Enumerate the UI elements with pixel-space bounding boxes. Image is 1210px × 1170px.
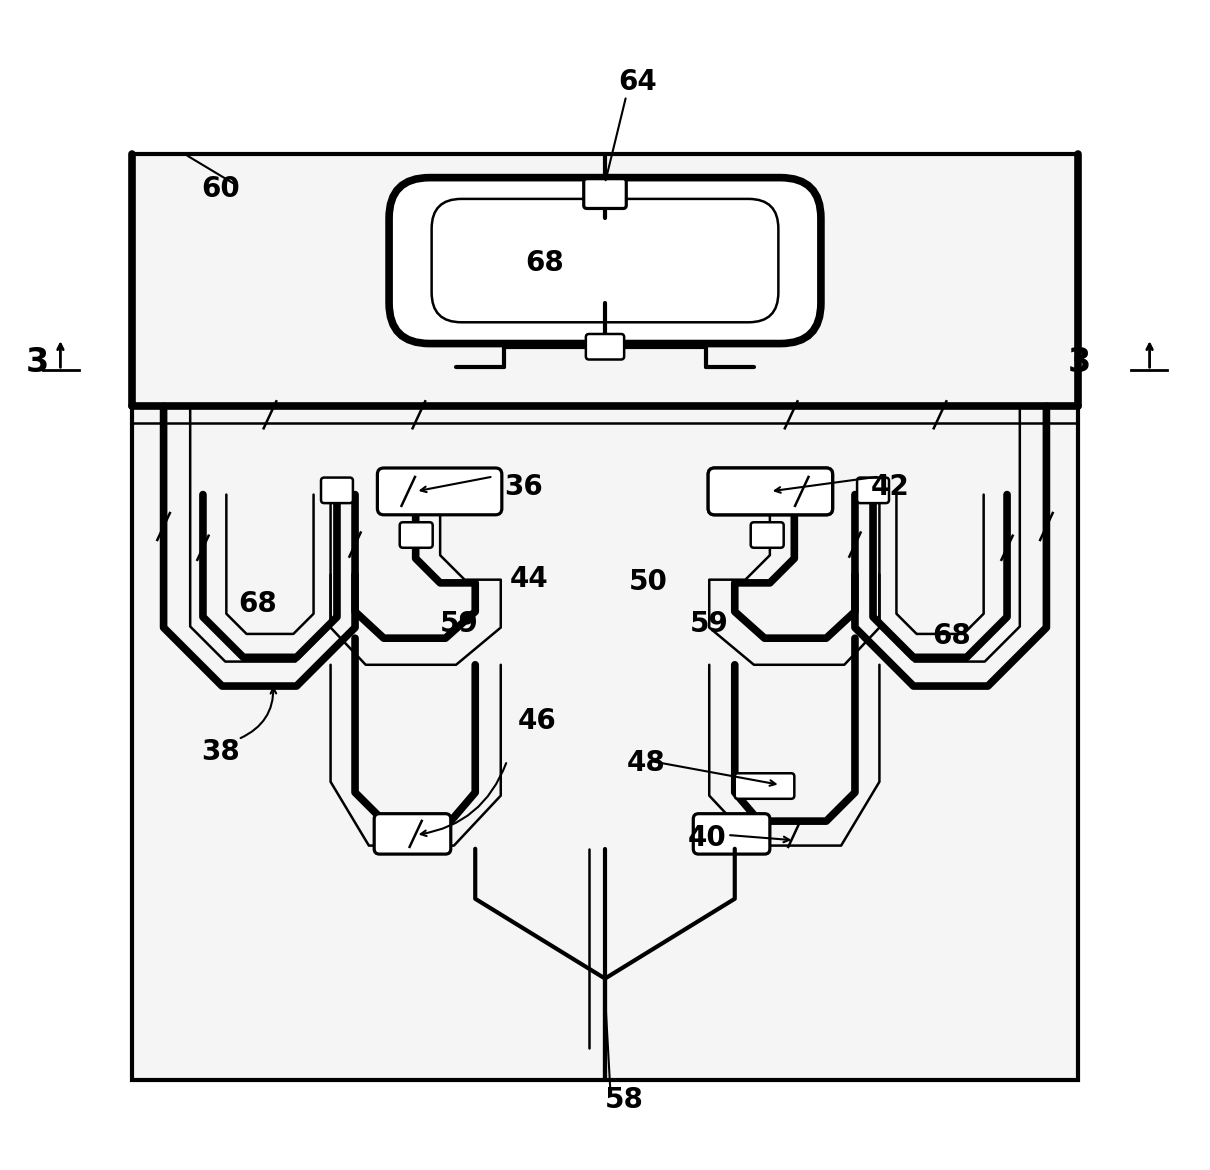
Text: 64: 64 [618, 68, 657, 96]
Text: 36: 36 [503, 473, 543, 501]
Text: 44: 44 [509, 565, 548, 593]
FancyBboxPatch shape [734, 773, 794, 799]
Text: 59: 59 [440, 610, 479, 638]
Text: 68: 68 [238, 590, 277, 618]
FancyBboxPatch shape [321, 477, 353, 503]
Text: 60: 60 [201, 174, 240, 202]
Text: 68: 68 [525, 249, 564, 277]
FancyBboxPatch shape [708, 468, 832, 515]
Text: 38: 38 [201, 738, 240, 766]
Text: 42: 42 [871, 473, 910, 501]
Text: 59: 59 [690, 610, 728, 638]
Polygon shape [21, 0, 1189, 1170]
Text: 40: 40 [688, 824, 727, 852]
Text: 50: 50 [628, 569, 667, 597]
FancyBboxPatch shape [857, 477, 889, 503]
FancyBboxPatch shape [583, 179, 627, 208]
Text: 3: 3 [25, 346, 48, 379]
FancyBboxPatch shape [432, 199, 778, 322]
Text: 3: 3 [1067, 346, 1091, 379]
FancyBboxPatch shape [390, 178, 820, 344]
FancyBboxPatch shape [586, 333, 624, 359]
FancyBboxPatch shape [378, 468, 502, 515]
Polygon shape [132, 154, 1078, 1080]
Text: 68: 68 [933, 621, 972, 649]
FancyBboxPatch shape [374, 813, 451, 854]
FancyBboxPatch shape [693, 813, 770, 854]
Text: 48: 48 [627, 749, 666, 777]
Text: 46: 46 [518, 707, 557, 735]
FancyBboxPatch shape [750, 522, 784, 548]
Text: 58: 58 [605, 1086, 644, 1114]
FancyBboxPatch shape [399, 522, 433, 548]
FancyBboxPatch shape [708, 468, 832, 515]
